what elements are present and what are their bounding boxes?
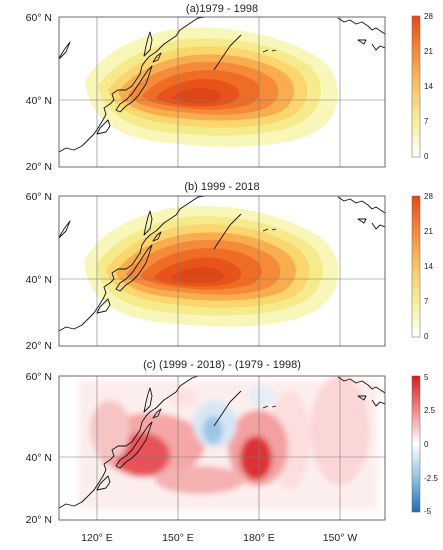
panel-b-cb-tick: 28 [424, 192, 433, 201]
xtick-150w: 150° W [323, 532, 358, 544]
panel-c-ytick-60n: 60° N [26, 371, 52, 383]
panel-c-coastlines [59, 376, 385, 509]
panel-a-ytick-60n: 60° N [26, 12, 52, 24]
panel-c-title: (c) (1999 - 2018) - (1979 - 1998) [143, 359, 301, 371]
panel-b-cb-tick: 21 [424, 227, 433, 236]
panel-a-cb-tick: 7 [424, 117, 429, 126]
panel-c-cb-tick: -2.5 [424, 474, 438, 483]
x-axis-ticks: 120° E 150° E 180° E 150° W [81, 532, 357, 544]
panel-a-cb-tick: 28 [424, 12, 433, 21]
panel-c-ytick-20n: 20° N [26, 514, 52, 526]
panel-b-colorbar: 28 21 14 7 0 [411, 192, 433, 341]
panel-a-coastlines [59, 17, 385, 153]
panel-a-colorbar: 28 21 14 7 0 [411, 12, 433, 161]
panel-c-field [78, 376, 378, 510]
xtick-180e: 180° E [243, 532, 275, 544]
panel-b-ytick-40n: 40° N [26, 274, 52, 286]
panel-b-ytick-20n: 20° N [26, 340, 52, 352]
panel-b-ytick-60n: 60° N [26, 191, 52, 203]
panel-c-cb-tick: -5 [424, 507, 432, 516]
xtick-120e: 120° E [81, 532, 113, 544]
panel-b-gridlines [59, 196, 385, 346]
panel-b-field [84, 205, 339, 327]
panel-a-cb-tick: 0 [424, 152, 429, 161]
panel-b-cb-tick: 0 [424, 332, 429, 341]
panel-c-cb-tick: 0 [424, 440, 429, 449]
panel-b-cb-tick: 14 [424, 262, 433, 271]
panel-c-ytick-40n: 40° N [26, 452, 52, 464]
panel-a-title: (a)1979 - 1998 [186, 3, 258, 15]
panel-a-ytick-40n: 40° N [26, 95, 52, 107]
panel-c: (c) (1999 - 2018) - (1979 - 1998) [26, 359, 439, 544]
panel-b: (b) 1999 - 2018 [26, 181, 434, 352]
panel-a-cb-tick: 14 [424, 82, 433, 91]
panel-b-title: (b) 1999 - 2018 [184, 181, 259, 193]
panel-c-colorbar: 5 2.5 0 -2.5 -5 [411, 373, 438, 516]
panel-a-gridlines [59, 17, 385, 167]
xtick-150e: 150° E [162, 532, 194, 544]
panel-a-ytick-20n: 20° N [26, 161, 52, 173]
panel-a-cb-tick: 21 [424, 47, 433, 56]
panel-a: (a)1979 - 1998 [26, 3, 434, 173]
panel-c-cb-tick: 2.5 [424, 406, 436, 415]
panel-b-cb-tick: 7 [424, 297, 429, 306]
panel-c-cb-tick: 5 [424, 373, 429, 382]
panel-b-coastlines [59, 196, 385, 332]
panel-a-field [85, 27, 338, 147]
